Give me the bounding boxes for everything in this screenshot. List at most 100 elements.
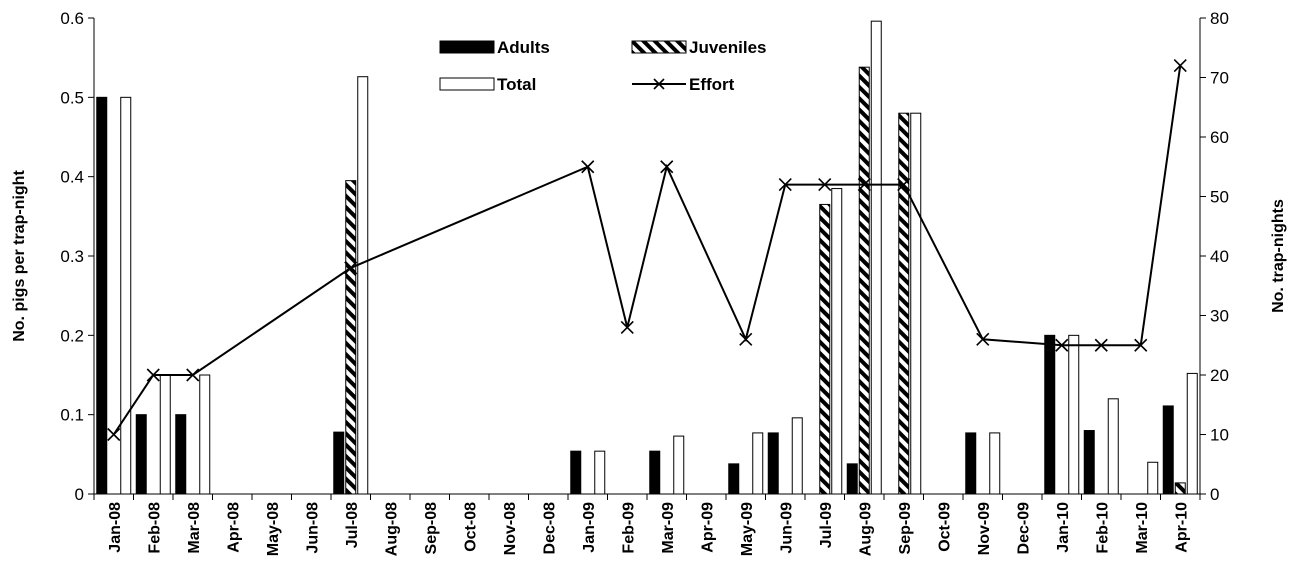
bar-total-jun-09	[791, 417, 803, 495]
y-axis-title-left: No. pigs per trap-night	[11, 170, 28, 342]
y-tick-label-right: 80	[1210, 9, 1229, 28]
x-tick-label: Jun-09	[778, 502, 795, 554]
legend-swatch-adults	[439, 40, 495, 54]
x-tick-label: Jan-09	[581, 502, 598, 553]
legend-label-adults: Adults	[497, 38, 550, 57]
effort-marker-mar-09	[660, 160, 674, 174]
bar-total-aug-09	[870, 20, 882, 495]
bar-adults-feb-08	[135, 414, 147, 495]
bar-total-mar-08	[199, 374, 211, 495]
y-tick-label-right: 70	[1210, 69, 1229, 88]
bar-juveniles-sep-09	[898, 112, 910, 495]
y-tick-label-right: 60	[1210, 128, 1229, 147]
x-tick-label: Jul-09	[818, 502, 835, 548]
bar-adults-jun-09	[767, 432, 779, 495]
bar-juveniles-jul-08	[345, 180, 357, 495]
bar-adults-jan-10	[1044, 334, 1056, 495]
bar-adults-jul-08	[333, 431, 345, 495]
bar-total-jan-09	[594, 450, 606, 495]
effort-marker-jul-08	[344, 261, 358, 275]
y-tick-label-left: 0.5	[60, 88, 84, 107]
bar-total-feb-10	[1107, 398, 1119, 495]
bar-total-nov-09	[989, 432, 1001, 495]
x-tick-label: Mar-09	[660, 502, 677, 554]
bar-total-apr-10	[1186, 372, 1198, 495]
x-tick-label: Jul-08	[344, 502, 361, 548]
bar-adults-jan-08	[96, 96, 108, 495]
x-tick-label: Mar-10	[1134, 502, 1151, 554]
effort-marker-jun-09	[778, 178, 792, 192]
x-tick-label: May-09	[739, 502, 756, 556]
y-tick-label-left: 0.1	[60, 406, 84, 425]
legend-swatch-juveniles	[631, 40, 687, 54]
bar-juveniles-jul-09	[819, 203, 831, 495]
effort-marker-jul-09	[818, 178, 832, 192]
effort-marker-mar-10	[1134, 338, 1148, 352]
x-tick-label: Nov-09	[976, 502, 993, 555]
bar-adults-apr-10	[1162, 405, 1174, 495]
y-tick-label-right: 20	[1210, 366, 1229, 385]
legend: Adults Juveniles Total Effort	[439, 38, 767, 94]
effort-marker-feb-10	[1094, 338, 1108, 352]
bars-layer	[96, 20, 1198, 495]
y-tick-label-right: 30	[1210, 307, 1229, 326]
x-tick-label: Feb-10	[1094, 502, 1111, 554]
effort-line	[112, 65, 1182, 436]
legend-label-juveniles: Juveniles	[689, 38, 767, 57]
effort-marker-nov-09	[976, 332, 990, 346]
effort-line-layer	[107, 59, 1187, 442]
bar-adults-aug-09	[846, 463, 858, 495]
x-tick-label: Sep-08	[423, 502, 440, 555]
y-tick-label-right: 50	[1210, 188, 1229, 207]
x-tick-label: Jun-08	[304, 502, 321, 554]
x-tick-label: Feb-09	[620, 502, 637, 554]
x-tick-label: May-08	[265, 502, 282, 556]
bar-adults-mar-08	[175, 414, 187, 495]
y-tick-label-right: 10	[1210, 426, 1229, 445]
legend-label-total: Total	[497, 75, 536, 94]
x-tick-label: Nov-08	[502, 502, 519, 555]
bar-total-feb-08	[159, 374, 171, 495]
bar-juveniles-aug-09	[858, 66, 870, 495]
bar-adults-mar-09	[649, 450, 661, 495]
y-tick-label-left: 0.6	[60, 9, 84, 28]
y-tick-label-right: 40	[1210, 247, 1229, 266]
effort-marker-feb-09	[620, 320, 634, 334]
effort-marker-jan-09	[581, 160, 595, 174]
x-tick-label: Aug-08	[383, 502, 400, 556]
bar-total-mar-10	[1147, 461, 1159, 495]
x-tick-label: Jan-08	[107, 502, 124, 553]
y-axis-title-right: No. trap-nights	[1270, 199, 1287, 313]
effort-marker-feb-08	[146, 368, 160, 382]
effort-marker-jan-08	[107, 427, 121, 442]
bar-adults-jan-09	[570, 450, 582, 495]
y-tick-label-left: 0.4	[60, 168, 84, 187]
bar-total-jan-10	[1068, 334, 1080, 495]
bar-juveniles-apr-10	[1174, 482, 1186, 495]
y-tick-label-right: 0	[1210, 485, 1219, 504]
bar-total-jan-08	[120, 96, 132, 495]
effort-marker-sep-09	[897, 178, 911, 192]
effort-marker-jan-10	[1055, 338, 1069, 352]
axes-layer: 0 0.1 0.2 0.3 0.4 0.5 0.6 0 10 20 30 40 50 60 70 80 Jan-…	[11, 9, 1287, 556]
bar-total-jul-08	[357, 76, 369, 495]
x-tick-label: Apr-08	[225, 502, 242, 553]
effort-marker-may-09	[739, 332, 753, 346]
legend-swatch-total	[439, 77, 495, 91]
x-tick-label: Sep-09	[897, 502, 914, 555]
y-tick-label-left: 0	[75, 485, 84, 504]
x-tick-label: Oct-08	[462, 502, 479, 552]
effort-marker-aug-09	[857, 178, 871, 192]
legend-marker-effort	[653, 78, 665, 90]
x-tick-label: Aug-09	[857, 502, 874, 556]
bar-total-jul-09	[831, 188, 843, 495]
x-tick-label: Oct-09	[936, 502, 953, 552]
legend-label-effort: Effort	[689, 75, 735, 94]
x-tick-label: Dec-08	[541, 502, 558, 555]
x-tick-label: Apr-10	[1173, 502, 1190, 553]
bar-adults-may-09	[728, 463, 740, 495]
x-tick-label: Feb-08	[146, 502, 163, 554]
y-tick-label-left: 0.3	[60, 247, 84, 266]
effort-marker-apr-10	[1173, 59, 1187, 73]
